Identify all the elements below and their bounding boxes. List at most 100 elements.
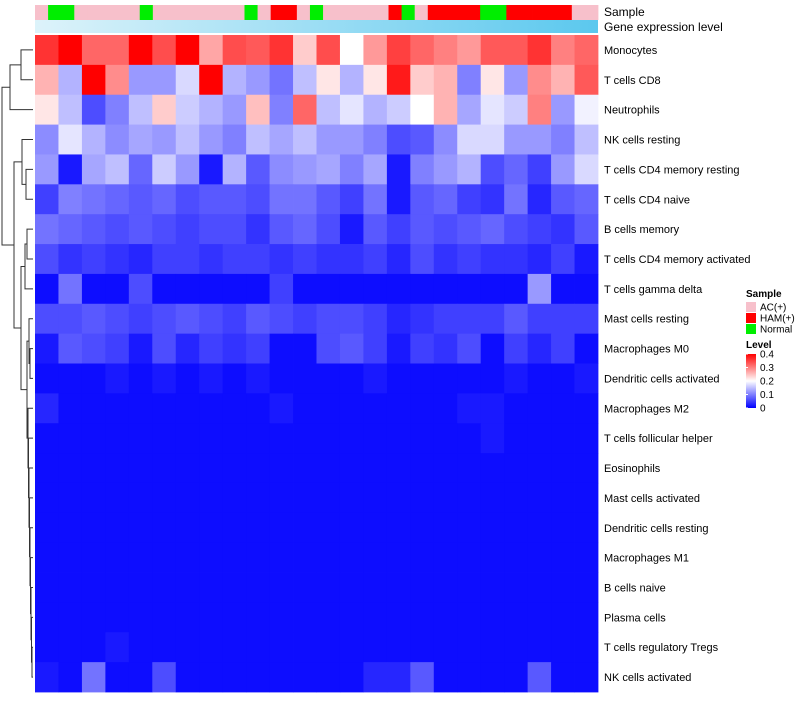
heatmap-cell [222, 632, 247, 663]
heatmap-cell [527, 273, 552, 305]
heatmap-cell [527, 35, 552, 66]
heatmap-cell [316, 273, 341, 305]
heatmap-cell [222, 572, 247, 603]
heatmap-cell [386, 542, 411, 573]
heatmap-cell [58, 94, 83, 125]
heatmap-cell [480, 482, 505, 514]
heatmap-cell [386, 393, 411, 424]
heatmap-cell [574, 662, 599, 693]
sample-legend-swatch [746, 324, 756, 334]
heatmap-cell [81, 512, 106, 544]
heatmap-cell [480, 453, 505, 484]
heatmap-cell [175, 632, 200, 663]
heatmap-cell [433, 572, 458, 603]
heatmap-cell [363, 662, 388, 693]
heatmap-cell [222, 124, 247, 155]
heatmap-cell [504, 602, 529, 633]
heatmap-cell [433, 453, 458, 484]
heatmap-cell [527, 423, 552, 454]
level-color-bar [746, 354, 756, 408]
heatmap-cell [269, 363, 294, 394]
heatmap-cell [339, 273, 364, 305]
heatmap-cell [410, 244, 435, 275]
heatmap-cell [316, 662, 341, 693]
sample-annotation-cell [545, 5, 560, 20]
heatmap-cell [551, 453, 575, 484]
level-legend-tick-label: 0.2 [760, 377, 774, 388]
heatmap-cell [81, 602, 106, 633]
heatmap-cell [222, 393, 247, 424]
heatmap-cell [128, 512, 153, 544]
heatmap-cell [457, 273, 482, 305]
heatmap-cell [480, 662, 505, 693]
heatmap-cell [152, 602, 177, 633]
row-label: T cells CD4 memory activated [604, 254, 751, 266]
heatmap-cell [339, 363, 364, 394]
heatmap-cell [175, 94, 200, 125]
heatmap-cell [316, 632, 341, 663]
heatmap-cell [152, 124, 177, 155]
heatmap-cell [246, 662, 270, 693]
heatmap-cell [199, 572, 224, 603]
heatmap-cell [527, 184, 552, 215]
heatmap-cell [152, 512, 177, 544]
heatmap-cell [35, 482, 59, 514]
heatmap-cell [504, 423, 529, 454]
dendrogram-branch [25, 168, 33, 200]
dendrogram-branch [24, 243, 33, 290]
heatmap-cell [269, 273, 294, 305]
heatmap-cell [316, 482, 341, 514]
heatmap-cell [81, 542, 106, 573]
heatmap-cell [457, 423, 482, 454]
heatmap-cell [363, 333, 388, 364]
heatmap-cell [105, 333, 130, 364]
heatmap-cell [363, 124, 388, 155]
heatmap-cell [128, 482, 153, 514]
heatmap-cell [293, 453, 317, 484]
heatmap-cell [574, 482, 599, 514]
heatmap-cell [246, 572, 270, 603]
heatmap-cell [433, 662, 458, 693]
heatmap-cell [363, 632, 388, 663]
level-legend-tick-label: 0.4 [760, 350, 774, 361]
heatmap-cell [480, 94, 505, 125]
heatmap-cell [199, 632, 224, 663]
heatmap-cell [363, 572, 388, 603]
heatmap-cell [386, 273, 411, 305]
sample-annotation-cell [584, 5, 599, 20]
sample-legend-label: Normal [760, 325, 792, 336]
heatmap-cell [316, 572, 341, 603]
heatmap-cell [105, 273, 130, 305]
heatmap-cell [433, 333, 458, 364]
heatmap-cell [386, 602, 411, 633]
heatmap-cell [574, 35, 599, 66]
heatmap-cell [504, 94, 529, 125]
heatmap-cell [574, 124, 599, 155]
sample-annotation-cell [35, 5, 49, 20]
heatmap-cell [480, 273, 505, 305]
heatmap-cell [246, 273, 270, 305]
heatmap-cell [551, 662, 575, 693]
row-label: T cells CD4 memory resting [604, 164, 740, 176]
row-label: Mast cells resting [604, 314, 689, 326]
heatmap-cell [504, 393, 529, 424]
row-label: T cells gamma delta [604, 284, 703, 296]
heatmap-cell [58, 273, 83, 305]
heatmap-cell [293, 482, 317, 514]
heatmap-cell [504, 244, 529, 275]
heatmap-cell [81, 94, 106, 125]
heatmap-cell [81, 363, 106, 394]
heatmap-cell [386, 94, 411, 125]
row-dendrogram [1, 49, 33, 678]
heatmap-cell [35, 154, 59, 185]
heatmap-cell [457, 542, 482, 573]
heatmap-cell [105, 35, 130, 66]
sample-annotation-cell [296, 5, 311, 20]
heatmap-cell [339, 542, 364, 573]
heatmap-cell [527, 94, 552, 125]
level-legend: Level 0.4 0.3 0.2 0.1 0 [746, 340, 774, 415]
heatmap-cell [386, 482, 411, 514]
sample-annotation-cell [218, 5, 232, 20]
heatmap-cell [269, 512, 294, 544]
heatmap-cell [410, 94, 435, 125]
